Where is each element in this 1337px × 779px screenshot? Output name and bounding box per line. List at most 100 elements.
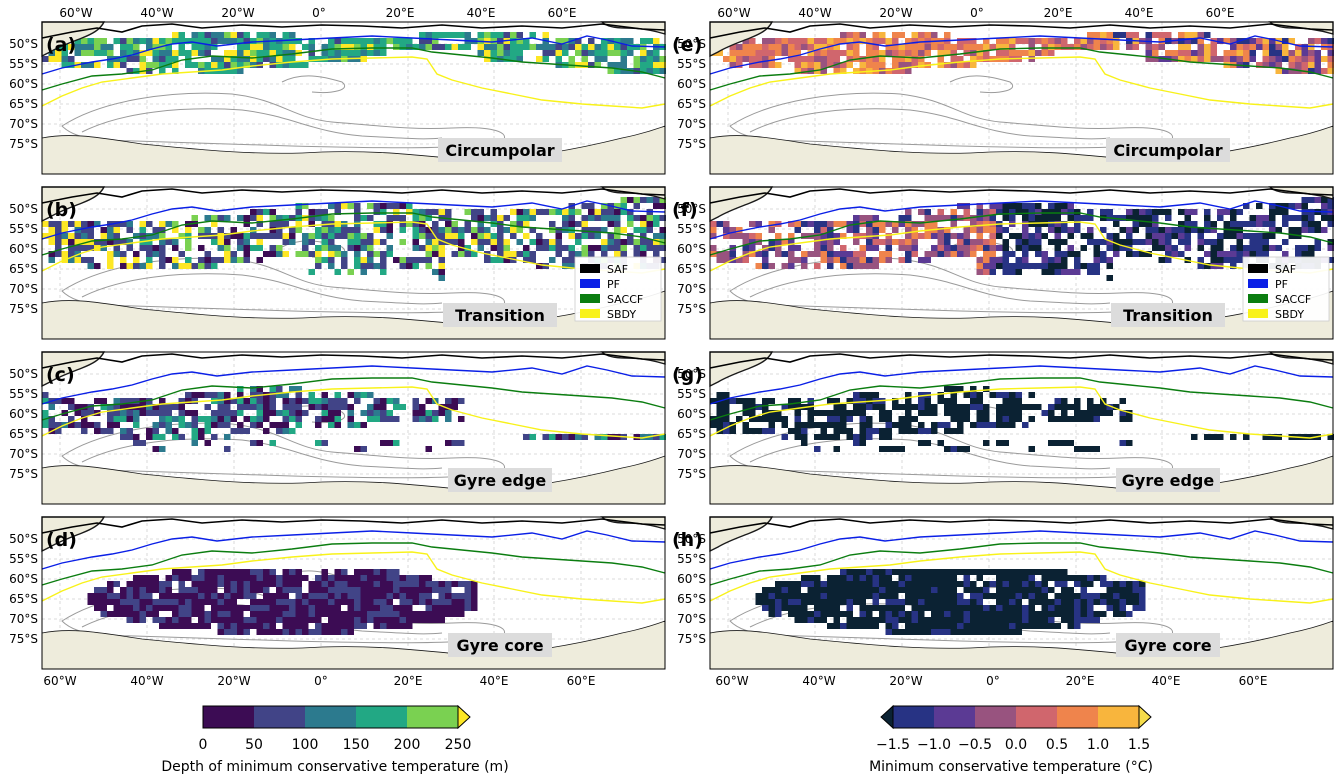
front-saccf	[41, 47, 666, 91]
lat-label: 50°S	[9, 367, 38, 381]
lat-label: 65°S	[677, 427, 706, 441]
colorbar-swatch	[203, 706, 254, 728]
lat-label: 70°S	[677, 447, 706, 461]
colorbar-tick: 250	[445, 737, 472, 753]
regime-label: Circumpolar	[1106, 138, 1230, 162]
front-pf	[41, 35, 666, 75]
colorbar-tick: 0.0	[1005, 737, 1027, 753]
fronts	[709, 23, 1334, 109]
lat-labels: 50°S 55°S 60°S 65°S 70°S 75°S	[9, 367, 38, 481]
lon-label: 60°E	[567, 674, 596, 688]
lat-label: 55°S	[9, 222, 38, 236]
lat-labels: 50°S 55°S 60°S 65°S 70°S 75°S	[677, 367, 706, 481]
data-cells	[42, 197, 666, 281]
colorbar-swatch	[1016, 706, 1057, 728]
colorbar-swatch	[305, 706, 356, 728]
front-saf	[709, 23, 1334, 39]
front-pf	[41, 530, 666, 570]
map-frame	[709, 516, 1334, 670]
colorbar-swatch	[1098, 706, 1139, 728]
lon-label: 40°E	[467, 6, 496, 20]
front-saf	[709, 353, 1334, 369]
legend-entry: SAF	[1275, 263, 1296, 276]
lat-label: 65°S	[677, 592, 706, 606]
colorbar-extend-max	[457, 704, 471, 730]
front-pf	[41, 365, 666, 405]
map-border	[41, 516, 666, 670]
lon-label: 60°W	[59, 6, 92, 20]
colorbar-swatch	[356, 706, 407, 728]
front-pf	[709, 35, 1334, 75]
legend-swatch	[1248, 279, 1268, 288]
data-cells	[42, 32, 666, 74]
map-frame	[709, 186, 1334, 340]
map-border	[709, 516, 1334, 670]
lat-label: 75°S	[677, 302, 706, 316]
lon-label: 40°W	[798, 6, 831, 20]
colorbar-tick: −1.0	[917, 737, 951, 753]
lat-label: 70°S	[677, 612, 706, 626]
colorbar-temperature: −1.5 −1.0 −0.5 0.0 0.5 1.0 1.5 Minimum c…	[869, 704, 1153, 775]
lon-label: 0°	[986, 674, 1000, 688]
front-saf	[41, 23, 666, 39]
lat-label: 55°S	[677, 57, 706, 71]
lat-label: 55°S	[9, 57, 38, 71]
panel-b: 50°S55°S60°S65°S70°S75°S TransitionSAFPFS…	[9, 186, 666, 340]
svg-text:Transition: Transition	[1123, 306, 1213, 325]
svg-text:Circumpolar: Circumpolar	[445, 141, 554, 160]
lat-label: 75°S	[9, 137, 38, 151]
lat-labels: 50°S 55°S 60°S 65°S 70°S 75°S	[9, 37, 38, 151]
lon-label: 40°W	[802, 674, 835, 688]
legend-entry: PF	[607, 278, 620, 291]
regime-label: Transition	[443, 303, 557, 327]
regime-label: Circumpolar	[438, 138, 562, 162]
map-frame	[41, 186, 666, 340]
front-saccf	[709, 212, 1334, 256]
panel-letter: (d)	[46, 529, 77, 551]
lat-label: 70°S	[677, 282, 706, 296]
lon-label: 60°W	[43, 674, 76, 688]
lon-label: 0°	[314, 674, 328, 688]
panel-h: 50°S 55°S 60°S 65°S 70°S 75°S Gyre core (h)	[672, 516, 1334, 670]
lon-label: 20°W	[221, 6, 254, 20]
lat-label: 65°S	[9, 592, 38, 606]
front-saf	[709, 188, 1334, 204]
data-cells	[710, 386, 1334, 452]
lon-label: 40°E	[1125, 6, 1154, 20]
map-border	[709, 21, 1334, 175]
regime-label: Transition	[1111, 303, 1225, 327]
lon-label: 20°E	[394, 674, 423, 688]
front-saccf	[41, 377, 666, 421]
colorbar-tick: 0.5	[1046, 737, 1068, 753]
panel-letter: (f)	[672, 199, 698, 221]
regime-label: Gyre core	[1116, 633, 1220, 657]
front-saf	[41, 188, 666, 204]
map-frame	[709, 21, 1334, 175]
svg-text:Circumpolar: Circumpolar	[1113, 141, 1222, 160]
colorbar-tick: 200	[394, 737, 421, 753]
lat-label: 50°S	[677, 532, 706, 546]
fronts	[41, 518, 666, 604]
svg-text:Gyre edge: Gyre edge	[1122, 471, 1215, 490]
panel-d: 50°S 55°S 60°S 65°S 70°S 75°S Gyre core (d)	[9, 516, 666, 670]
front-saccf	[709, 377, 1334, 421]
front-saf	[709, 518, 1334, 534]
front-sbdy	[709, 56, 1334, 109]
lon-label: 40°E	[480, 674, 509, 688]
bottom-lon-labels-left: 60°W 40°W 20°W 0° 20°E 40°E 60°E	[43, 674, 595, 688]
front-pf	[41, 200, 666, 240]
lat-label: 60°S	[9, 77, 38, 91]
legend-entry: SACCF	[607, 293, 643, 306]
front-pf	[709, 365, 1334, 405]
colorbar-swatch	[934, 706, 975, 728]
lon-label: 40°W	[130, 674, 163, 688]
lon-label: 20°W	[889, 674, 922, 688]
lon-label: 60°E	[1239, 674, 1268, 688]
svg-text:Gyre core: Gyre core	[456, 636, 543, 655]
panel-letter: (h)	[672, 529, 703, 551]
colorbar-swatch	[1057, 706, 1098, 728]
lon-label: 40°E	[1152, 674, 1181, 688]
front-saccf	[41, 212, 666, 256]
panel-c: 50°S 55°S 60°S 65°S 70°S 75°S Gyre edge (c)	[9, 351, 666, 505]
